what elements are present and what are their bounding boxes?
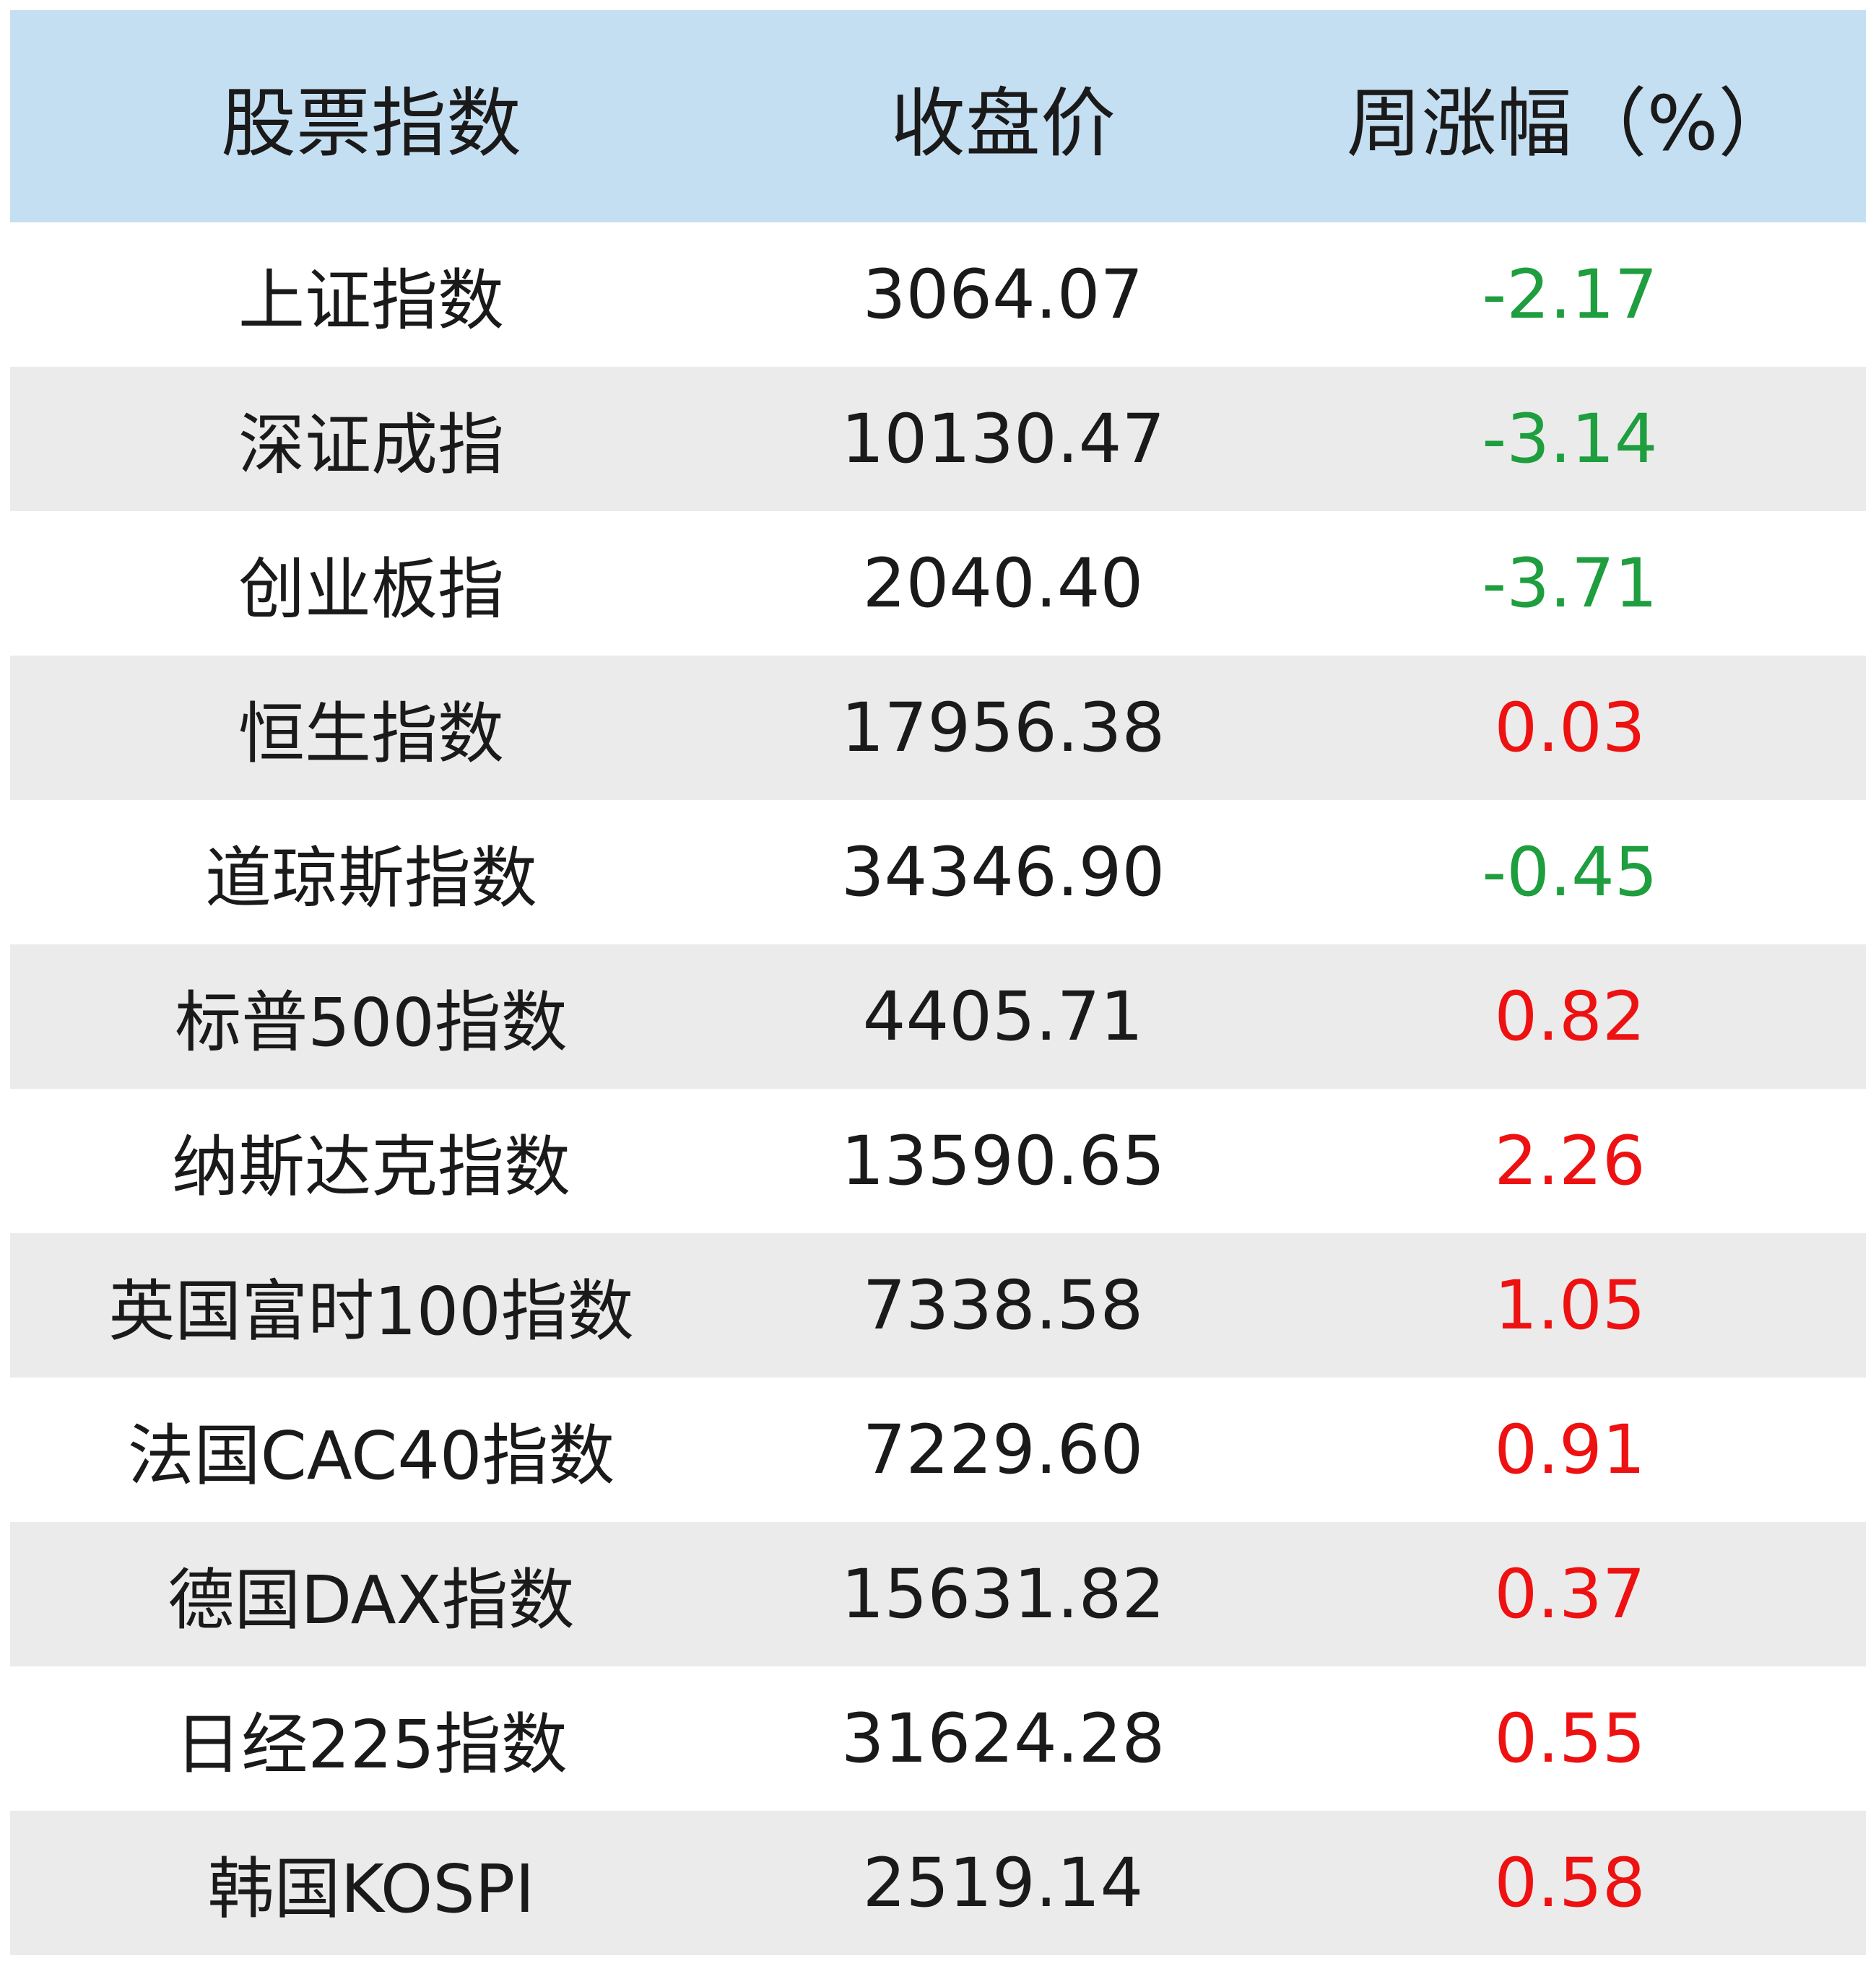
index-name: 日经225指数 bbox=[175, 1705, 568, 1783]
weekly-change: 0.55 bbox=[1494, 1699, 1646, 1778]
table-row: 德国DAX指数 15631.82 0.37 bbox=[10, 1522, 1866, 1666]
close-price: 7229.60 bbox=[862, 1410, 1144, 1489]
header-close-price: 收盘价 bbox=[890, 79, 1116, 168]
close-price: 15631.82 bbox=[841, 1554, 1165, 1634]
table-row: 恒生指数 17956.38 0.03 bbox=[10, 656, 1866, 800]
table-row: 纳斯达克指数 13590.65 2.26 bbox=[10, 1089, 1866, 1233]
index-name: 法国CAC40指数 bbox=[127, 1417, 615, 1495]
index-name: 纳斯达克指数 bbox=[171, 1128, 570, 1206]
index-name: 恒生指数 bbox=[238, 695, 504, 773]
weekly-change: -3.14 bbox=[1482, 399, 1658, 479]
index-name: 深证成指 bbox=[238, 406, 504, 484]
close-price: 4405.71 bbox=[862, 977, 1144, 1056]
close-price: 10130.47 bbox=[841, 399, 1165, 479]
table-row: 深证成指 10130.47 -3.14 bbox=[10, 367, 1866, 511]
weekly-change: 2.26 bbox=[1494, 1121, 1646, 1201]
index-name: 上证指数 bbox=[238, 261, 504, 339]
weekly-change: 0.82 bbox=[1494, 977, 1646, 1056]
index-name: 英国富时100指数 bbox=[108, 1272, 634, 1350]
weekly-change: -3.71 bbox=[1482, 544, 1658, 623]
close-price: 31624.28 bbox=[841, 1699, 1165, 1778]
index-table: 股票指数 收盘价 周涨幅（%） 上证指数 3064.07 -2.17 深证成指 … bbox=[10, 10, 1866, 1955]
header-index-name: 股票指数 bbox=[220, 79, 521, 168]
close-price: 3064.07 bbox=[862, 255, 1144, 334]
table-row: 日经225指数 31624.28 0.55 bbox=[10, 1666, 1866, 1811]
index-name: 德国DAX指数 bbox=[168, 1561, 575, 1639]
close-price: 17956.38 bbox=[841, 688, 1165, 767]
table-header: 股票指数 收盘价 周涨幅（%） bbox=[10, 10, 1866, 222]
table-row: 英国富时100指数 7338.58 1.05 bbox=[10, 1233, 1866, 1378]
table-row: 创业板指 2040.40 -3.71 bbox=[10, 511, 1866, 656]
table-row: 标普500指数 4405.71 0.82 bbox=[10, 944, 1866, 1089]
weekly-change: -0.45 bbox=[1482, 832, 1658, 912]
index-name: 标普500指数 bbox=[175, 983, 568, 1061]
close-price: 2519.14 bbox=[862, 1843, 1144, 1923]
close-price: 34346.90 bbox=[841, 832, 1165, 912]
close-price: 2040.40 bbox=[862, 544, 1144, 623]
weekly-change: 1.05 bbox=[1494, 1266, 1646, 1345]
table-row: 道琼斯指数 34346.90 -0.45 bbox=[10, 800, 1866, 944]
close-price: 7338.58 bbox=[862, 1266, 1144, 1345]
table-row: 韩国KOSPI 2519.14 0.58 bbox=[10, 1811, 1866, 1955]
weekly-change: 0.91 bbox=[1494, 1410, 1646, 1489]
weekly-change: 0.03 bbox=[1494, 688, 1646, 767]
table-row: 上证指数 3064.07 -2.17 bbox=[10, 222, 1866, 367]
index-name: 道琼斯指数 bbox=[204, 839, 537, 917]
table-row: 法国CAC40指数 7229.60 0.91 bbox=[10, 1378, 1866, 1522]
weekly-change: 0.37 bbox=[1494, 1554, 1646, 1634]
weekly-change: -2.17 bbox=[1482, 255, 1658, 334]
weekly-change: 0.58 bbox=[1494, 1843, 1646, 1923]
index-name: 创业板指 bbox=[238, 550, 504, 628]
index-name: 韩国KOSPI bbox=[207, 1850, 535, 1928]
close-price: 13590.65 bbox=[841, 1121, 1165, 1201]
header-weekly-change: 周涨幅（%） bbox=[1346, 79, 1794, 168]
